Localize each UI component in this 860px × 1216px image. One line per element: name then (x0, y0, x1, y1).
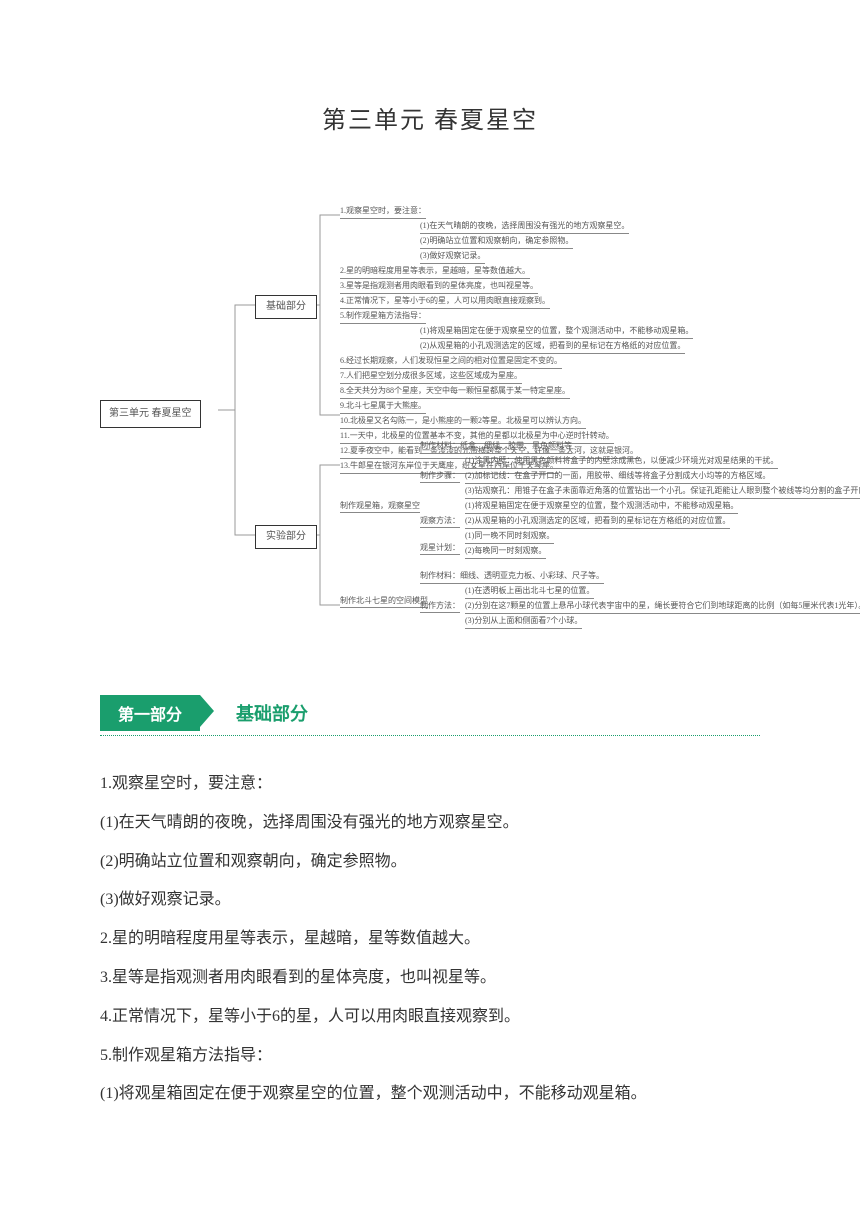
mindmap-branch-experiment: 实验部分 (255, 525, 317, 549)
content-line: (2)明确站立位置和观察朝向，确定参照物。 (100, 844, 760, 881)
content-line: 3.星等是指观测者用肉眼看到的星体亮度，也叫视星等。 (100, 960, 760, 997)
content-body: 1.观察星空时，要注意： (1)在天气晴朗的夜晚，选择周围没有强光的地方观察星空… (100, 766, 760, 1113)
content-line: 4.正常情况下，星等小于6的星，人可以用肉眼直接观察到。 (100, 999, 760, 1036)
content-line: 1.观察星空时，要注意： (100, 766, 760, 803)
mindmap-root: 第三单元 春夏星空 (100, 400, 201, 428)
section-header: 第一部分 基础部分 (100, 695, 760, 736)
page-title: 第三单元 春夏星空 (100, 100, 760, 135)
content-line: 2.星的明暗程度用星等表示，星越暗，星等数值越大。 (100, 921, 760, 958)
mindmap-basic-items: 1.观察星空时，要注意： (1)在天气晴朗的夜晚，选择周围没有强光的地方观察星空… (340, 205, 760, 475)
mindmap-exp-item2: 制作北斗七星的空间模型 制作材料：细线、透明亚克力板、小彩球、尺子等。 制作方法… (340, 570, 760, 630)
content-line: (3)做好观察记录。 (100, 882, 760, 919)
content-line: 5.制作观星箱方法指导： (100, 1038, 760, 1075)
section-title: 基础部分 (236, 700, 308, 726)
content-line: (1)将观星箱固定在便于观察星空的位置，整个观测活动中，不能移动观星箱。 (100, 1076, 760, 1113)
content-line: (1)在天气晴朗的夜晚，选择周围没有强光的地方观察星空。 (100, 805, 760, 842)
mindmap-branch-basic: 基础部分 (255, 295, 317, 319)
section-badge: 第一部分 (100, 695, 200, 731)
mindmap-exp-item1: 制作观星箱，观察星空 制作材料：纸盒、细线、胶带、黑色颜料等 制作步骤： (1)… (340, 440, 760, 560)
mindmap-container: 第三单元 春夏星空 基础部分 实验部分 1.观察星空时，要注意： (1)在天气晴… (100, 205, 760, 645)
